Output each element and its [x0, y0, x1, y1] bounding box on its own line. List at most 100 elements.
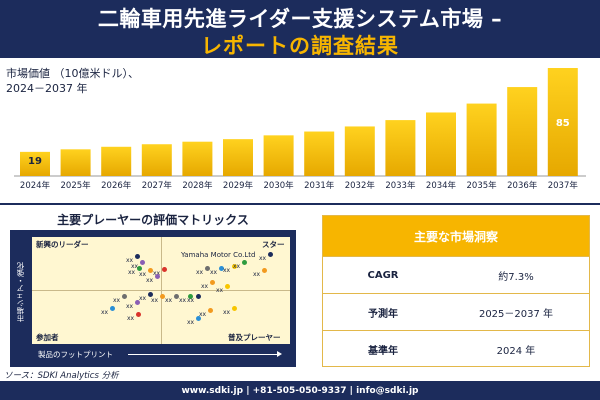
company-marker — [225, 284, 230, 289]
bar-2029年 — [223, 139, 253, 176]
x-tick-label: 2025年 — [61, 180, 92, 191]
matrix-y-axis-text: 市場シェア・強化 — [15, 262, 25, 322]
insight-label: 予測年 — [368, 308, 398, 320]
company-placeholder-label: xx — [187, 297, 195, 304]
matrix-y-axis-label: 市場シェア・強化 — [14, 242, 26, 342]
company-placeholder-label: xx — [113, 297, 121, 304]
bar-2027年 — [141, 144, 172, 176]
bar-2028年 — [182, 141, 213, 176]
company-marker — [219, 266, 224, 271]
company-marker — [196, 316, 201, 321]
x-tick-label: 2026年 — [101, 180, 132, 191]
x-tick-label: 2029年 — [223, 180, 254, 191]
company-placeholder-label: xx — [128, 269, 136, 276]
source-note: ソース：SDKI Analytics 分析 — [4, 371, 119, 381]
contact-footer: www.sdki.jp | +81-505-050-9337 | info@sd… — [0, 381, 600, 400]
company-placeholder-label: xx — [201, 283, 209, 290]
company-marker — [137, 266, 142, 271]
company-marker — [242, 260, 247, 265]
matrix-x-axis-label: 製品のフットプリント — [38, 350, 113, 359]
company-marker — [155, 274, 160, 279]
bar-2025年 — [60, 149, 91, 176]
company-marker — [162, 267, 167, 272]
report-header: 二輪車用先進ライダー支援システム市場 – レポートの調査結果 — [0, 0, 600, 58]
matrix-title: 主要プレーヤーの評価マトリックス — [57, 213, 249, 227]
company-placeholder-label: xx — [233, 263, 241, 270]
bar-2032年 — [344, 126, 375, 176]
company-placeholder-label: xx — [199, 311, 207, 318]
bar-2024年 — [20, 151, 50, 176]
key-insights-title: 主要な市場洞察 — [323, 216, 589, 256]
bar-2035年 — [466, 103, 497, 176]
x-tick-label: 2035年 — [467, 180, 498, 191]
company-placeholder-label: xx — [210, 269, 218, 276]
bar-data-label: 85 — [556, 118, 570, 129]
company-placeholder-label: xx — [153, 270, 160, 277]
report-subtitle: レポートの調査結果 — [201, 34, 399, 58]
company-marker — [136, 312, 141, 317]
insight-row-base-year: 基準年 2024 年 — [323, 330, 589, 367]
x-tick-label: 2030年 — [264, 180, 295, 191]
company-placeholder-label: xx — [139, 295, 147, 302]
bar-2036年 — [507, 87, 538, 176]
insight-row-forecast-period: 予測年 2025－2037 年 — [323, 293, 589, 330]
matrix-x-axis-arrow — [128, 351, 282, 357]
company-marker — [262, 268, 267, 273]
company-marker — [148, 268, 153, 273]
x-tick-label: 2034年 — [426, 180, 457, 191]
company-placeholder-label: xx — [196, 269, 204, 276]
company-marker — [135, 254, 140, 259]
featured-company-label: Yamaha Motor Co.Ltd — [181, 251, 256, 259]
x-tick-label: 2024年 — [20, 180, 51, 191]
player-evaluation-matrix: 新興のリーダー スター 参加者 普及プレーヤー 市場シェア・強化 製品のフットプ… — [10, 230, 296, 367]
company-placeholder-label: xx — [146, 277, 154, 284]
company-placeholder-label: xx — [131, 263, 139, 270]
company-marker — [196, 294, 201, 299]
x-tick-label: 2036年 — [507, 180, 538, 191]
company-marker — [232, 306, 237, 311]
company-placeholder-label: xx — [223, 309, 231, 316]
company-marker — [268, 252, 273, 257]
quadrant-pervasive-players: 普及プレーヤー — [228, 333, 281, 342]
x-tick-label: 2033年 — [385, 180, 416, 191]
market-value-bar-chart: 2024年 19 2025年 2026年 2027年 2028年 2029年 2030年 203… — [14, 68, 586, 191]
x-tick-label: 2027年 — [142, 180, 173, 191]
quadrant-participants: 参加者 — [36, 333, 59, 342]
quadrant-stars: スター — [262, 240, 285, 249]
chart-value-label-line2: 2024－2037 年 — [6, 82, 88, 95]
company-placeholder-label: xx — [139, 271, 147, 278]
company-placeholder-label: xx — [126, 257, 134, 264]
company-marker — [110, 306, 115, 311]
section-divider — [0, 203, 600, 205]
company-placeholder-label: xx — [259, 255, 267, 262]
chart-value-label-line1: 市場価値 （10億米ドル）、 — [6, 67, 139, 80]
report-title: 二輪車用先進ライダー支援システム市場 – — [97, 7, 503, 31]
quadrant-emerging-leaders: 新興のリーダー — [36, 240, 89, 249]
bar-data-label: 19 — [28, 156, 42, 167]
company-marker — [140, 260, 145, 265]
company-marker — [205, 266, 210, 271]
bar-2030年 — [263, 135, 294, 176]
company-marker — [232, 264, 237, 269]
insight-value: 約7.3% — [498, 271, 534, 283]
insight-value: 2024 年 — [496, 345, 536, 357]
bar-2026年 — [101, 146, 132, 176]
x-tick-label: 2028年 — [182, 180, 213, 191]
insight-label: CAGR — [367, 269, 399, 281]
company-marker — [208, 308, 213, 313]
company-marker — [174, 294, 179, 299]
company-placeholder-label: xx — [179, 297, 187, 304]
chart-value-label: 市場価値 （10億米ドル）、 2024－2037 年 — [6, 66, 139, 96]
company-placeholder-label: xx — [253, 271, 261, 278]
company-marker — [210, 280, 215, 285]
key-insights-panel: 主要な市場洞察 CAGR 約7.3% 予測年 2025－2037 年 基準年 2… — [322, 215, 590, 367]
company-placeholder-label: xx — [126, 303, 134, 310]
bar-2034年 — [426, 112, 456, 176]
insight-value: 2025－2037 年 — [478, 308, 554, 320]
x-tick-label: 2037年 — [548, 180, 579, 191]
company-placeholder-label: xx — [165, 297, 173, 304]
company-placeholder-label: xx — [151, 297, 159, 304]
bar-2031年 — [304, 131, 335, 176]
matrix-vertical-divider — [161, 237, 162, 344]
x-tick-label: 2032年 — [345, 180, 376, 191]
